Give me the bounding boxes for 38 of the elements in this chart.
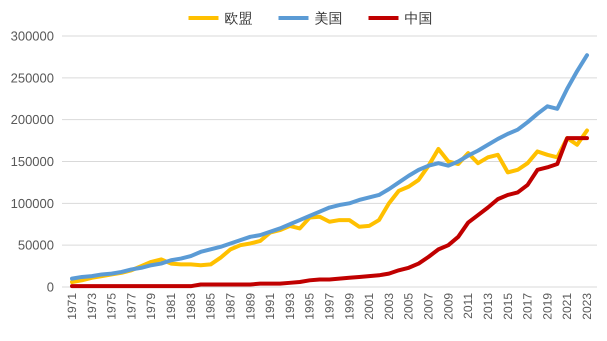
y-tick-label: 0 [46,280,54,295]
x-tick-label: 2013 [480,292,495,320]
y-tick-label: 200000 [10,112,54,128]
y-tick-label: 300000 [10,28,54,44]
x-tick-label: 1987 [223,292,238,320]
y-tick-label: 250000 [10,70,54,86]
x-tick-label: 2009 [441,292,456,320]
x-tick-label: 1973 [84,292,99,320]
x-tick-label: 1983 [184,292,198,320]
legend-label: 美国 [314,10,342,27]
x-tick-label: 1989 [243,292,258,320]
x-tick-label: 2007 [422,292,436,320]
x-tick-label: 2023 [580,292,594,320]
x-tick-label: 1981 [164,292,178,320]
x-tick-label: 1991 [263,292,278,320]
line-series [70,53,589,281]
x-tick-label: 2011 [461,292,476,319]
x-tick-label: 1977 [124,292,138,320]
x-tick-label: 1975 [104,292,119,320]
x-tick-label: 1999 [342,292,356,320]
x-tick-label: 2001 [362,292,376,320]
x-tick-label: 1979 [144,292,158,320]
x-tick-label: 2021 [560,292,574,320]
x-tick-label: 1997 [322,292,336,320]
x-tick-label: 1985 [204,292,218,320]
y-tick-label: 50000 [18,238,54,253]
x-tick-label: 2017 [520,292,535,320]
x-tick-label: 2019 [540,292,554,320]
legend-label: 中国 [404,10,432,27]
x-tick-label: 2003 [382,292,396,320]
x-tick-label: 1995 [302,292,317,320]
x-tick-label: 2005 [402,292,416,320]
y-tick-label: 150000 [10,154,54,170]
x-tick-label: 2015 [500,292,515,320]
x-tick-label: 1971 [65,292,79,320]
legend-label: 欧盟 [224,10,252,27]
y-tick-label: 100000 [10,196,54,211]
x-tick-label: 1993 [282,292,297,320]
